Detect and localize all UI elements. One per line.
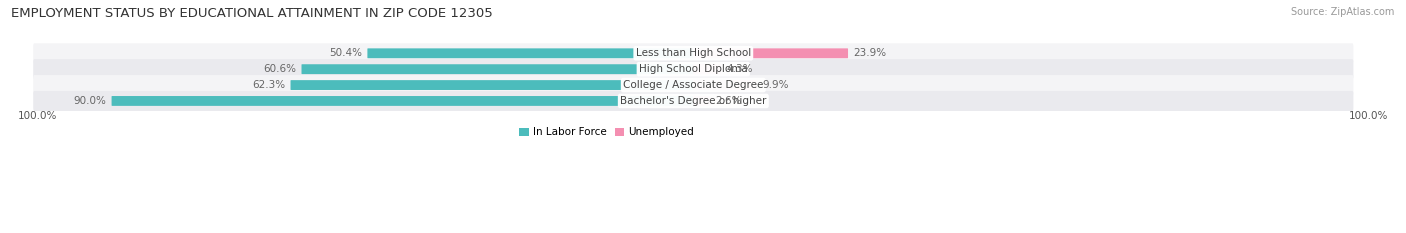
- Text: EMPLOYMENT STATUS BY EDUCATIONAL ATTAINMENT IN ZIP CODE 12305: EMPLOYMENT STATUS BY EDUCATIONAL ATTAINM…: [11, 7, 494, 20]
- Text: High School Diploma: High School Diploma: [638, 64, 748, 74]
- FancyBboxPatch shape: [34, 91, 1354, 111]
- Text: 9.9%: 9.9%: [762, 80, 789, 90]
- Text: 100.0%: 100.0%: [18, 111, 58, 121]
- FancyBboxPatch shape: [367, 48, 693, 58]
- Text: Bachelor's Degree or higher: Bachelor's Degree or higher: [620, 96, 766, 106]
- Text: Source: ZipAtlas.com: Source: ZipAtlas.com: [1291, 7, 1395, 17]
- Text: 2.6%: 2.6%: [716, 96, 742, 106]
- FancyBboxPatch shape: [693, 80, 758, 90]
- Text: 50.4%: 50.4%: [329, 48, 363, 58]
- Text: College / Associate Degree: College / Associate Degree: [623, 80, 763, 90]
- FancyBboxPatch shape: [34, 43, 1354, 63]
- Text: 62.3%: 62.3%: [253, 80, 285, 90]
- Legend: In Labor Force, Unemployed: In Labor Force, Unemployed: [515, 123, 699, 142]
- FancyBboxPatch shape: [693, 64, 721, 74]
- FancyBboxPatch shape: [301, 64, 693, 74]
- FancyBboxPatch shape: [291, 80, 693, 90]
- Text: 23.9%: 23.9%: [853, 48, 886, 58]
- Text: Less than High School: Less than High School: [636, 48, 751, 58]
- FancyBboxPatch shape: [34, 59, 1354, 79]
- FancyBboxPatch shape: [693, 96, 710, 106]
- Text: 90.0%: 90.0%: [75, 96, 107, 106]
- FancyBboxPatch shape: [111, 96, 693, 106]
- Text: 100.0%: 100.0%: [1348, 111, 1388, 121]
- FancyBboxPatch shape: [693, 48, 848, 58]
- Text: 60.6%: 60.6%: [264, 64, 297, 74]
- FancyBboxPatch shape: [34, 75, 1354, 95]
- Text: 4.3%: 4.3%: [727, 64, 752, 74]
